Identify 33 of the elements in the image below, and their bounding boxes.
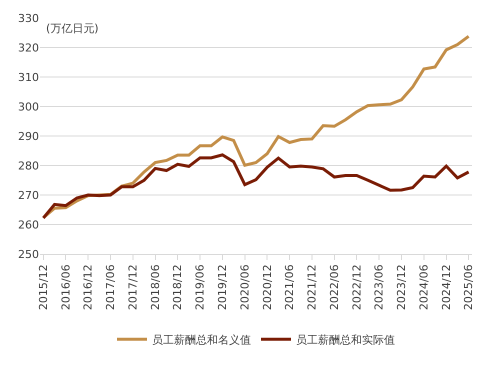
line-series	[42, 153, 470, 220]
x-tick-label: 2023/06	[372, 264, 386, 310]
x-tick-label: 2017/12	[126, 264, 140, 310]
y-tick-label: 300	[18, 100, 39, 114]
y-tick-label: 290	[18, 130, 39, 143]
x-tick-label: 2016/06	[59, 264, 72, 310]
y-tick-label: 250	[18, 248, 39, 261]
legend-label: 员工薪酬总和实际值	[296, 334, 395, 347]
y-tick-label: 320	[18, 41, 39, 54]
x-tick-label: 2022/12	[350, 264, 364, 310]
x-tick-label: 2019/12	[216, 264, 229, 310]
x-tick-label: 2023/12	[395, 264, 408, 310]
x-tick-label: 2016/12	[82, 264, 95, 310]
y-tick-label: 330	[18, 12, 39, 25]
x-tick-label: 2015/12	[36, 264, 50, 310]
y-axis-title: (万亿日元)	[46, 22, 99, 35]
x-tick-label: 2018/12	[171, 264, 184, 310]
y-tick-label: 260	[18, 218, 39, 232]
x-tick-label: 2019/06	[194, 264, 207, 310]
y-tick-label: 310	[18, 70, 39, 84]
y-tick-label: 270	[18, 188, 39, 202]
x-tick-label: 2024/12	[440, 264, 453, 310]
x-tick-label: 2020/06	[238, 264, 252, 310]
x-tick-label: 2018/06	[148, 264, 162, 310]
x-tick-label: 2021/06	[283, 264, 296, 310]
x-tick-label: 2021/12	[306, 264, 319, 310]
x-tick-label: 2024/06	[417, 264, 430, 310]
x-tick-label: 2022/06	[328, 264, 341, 310]
x-tick-label: 2017/06	[104, 264, 118, 310]
x-tick-label: 2020/12	[260, 264, 274, 310]
legend-label: 员工薪酬总和名义值	[152, 334, 251, 347]
y-tick-label: 280	[18, 159, 39, 172]
x-tick-label: 2025/06	[462, 264, 476, 310]
